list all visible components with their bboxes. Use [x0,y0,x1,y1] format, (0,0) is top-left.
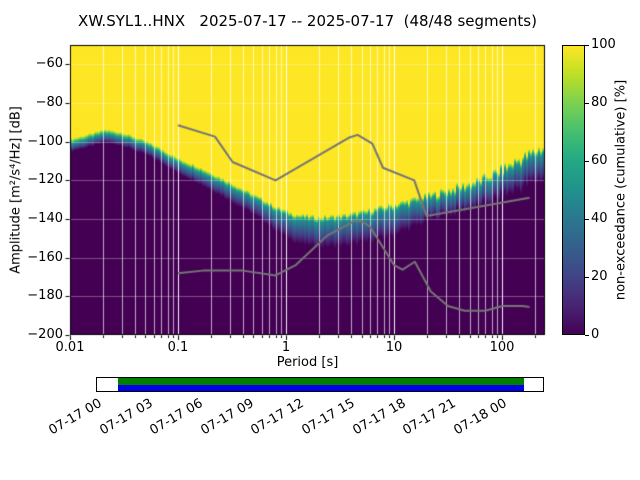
timeline-bar [96,377,544,392]
timeline-coverage-bar [118,378,524,385]
colorbar-gradient [562,45,585,335]
x-axis-label: Period [s] [276,355,339,370]
colorbar-label: non-exceedance (cumulative) [%] [613,79,629,301]
plot-title: XW.SYL1..HNX 2025-07-17 -- 2025-07-17 (4… [78,12,537,30]
y-axis-label: Amplitude [m²/s⁴/Hz] [dB] [8,106,24,274]
timeline-extent-bar [118,384,524,391]
